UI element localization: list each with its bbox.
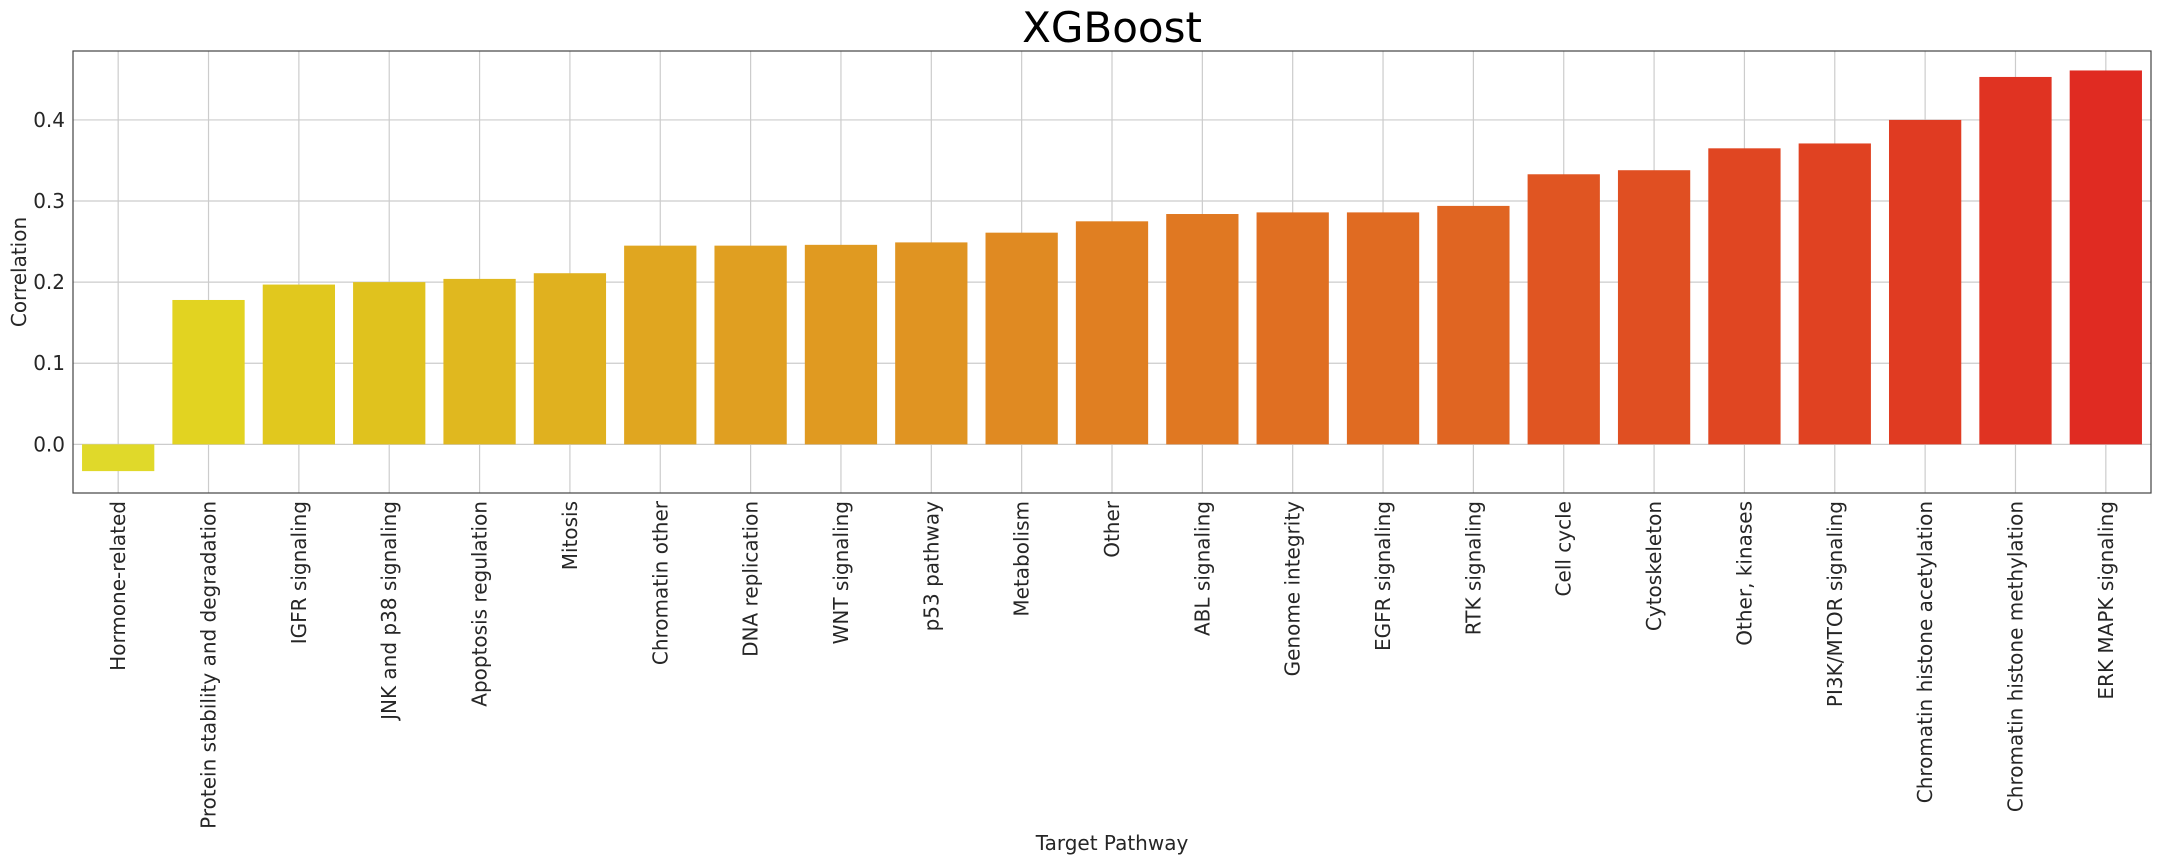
bar [1256, 212, 1329, 445]
x-tick-label: Mitosis [558, 501, 582, 570]
x-tick-label: Chromatin histone acetylation [1913, 501, 1937, 803]
y-tick-label: 0.1 [33, 351, 65, 375]
bar [804, 244, 878, 445]
x-tick-label: Metabolism [1010, 501, 1034, 617]
bar [1166, 214, 1239, 445]
y-tick-label: 0.4 [33, 108, 65, 132]
x-tick-label: ABL signaling [1190, 501, 1214, 636]
x-tick-label: DNA replication [739, 501, 763, 657]
x-tick-label: Cytoskeleton [1642, 501, 1666, 631]
bar [1708, 148, 1781, 445]
bar [2069, 70, 2142, 445]
y-tick-label: 0.2 [33, 270, 65, 294]
y-tick-label: 0.3 [33, 189, 65, 213]
bar [985, 232, 1058, 445]
x-axis-label: Target Pathway [1035, 831, 1189, 855]
bar [1617, 170, 1691, 445]
y-axis-label: Correlation [7, 217, 31, 327]
bar [533, 273, 607, 445]
bar [624, 245, 697, 445]
bar [262, 284, 336, 445]
x-tick-label: EGFR signaling [1371, 501, 1395, 651]
bar [353, 282, 426, 445]
bar [1437, 205, 1510, 445]
x-tick-label: p53 pathway [919, 501, 943, 632]
x-tick-label: Chromatin histone methylation [2003, 501, 2027, 812]
x-tick-label: Protein stability and degradation [197, 501, 221, 829]
y-tick-labels: 0.0 0.1 0.2 0.3 0.4 [33, 108, 65, 456]
x-tick-label: Chromatin other [648, 500, 672, 665]
bar [172, 299, 245, 445]
bar [1346, 212, 1420, 445]
x-tick-label: Other [1100, 500, 1124, 558]
chart-title: XGBoost [1022, 3, 1202, 52]
bar [1798, 143, 1871, 445]
bar [895, 242, 968, 445]
bar [82, 444, 155, 472]
bars [82, 70, 2142, 472]
bar [714, 245, 787, 445]
y-tick-label: 0.0 [33, 432, 65, 456]
bar [1979, 76, 2052, 445]
bar [1888, 119, 1962, 445]
bar [443, 278, 516, 445]
x-tick-label: JNK and p38 signaling [377, 501, 401, 722]
x-tick-label: PI3K/MTOR signaling [1823, 501, 1847, 707]
x-tick-label: IGFR signaling [287, 501, 311, 644]
x-tick-label: RTK signaling [1461, 501, 1485, 635]
bar [1075, 221, 1149, 445]
x-tick-label: Other, kinases [1732, 501, 1756, 646]
x-tick-label: ERK MAPK signaling [2094, 501, 2118, 700]
x-tick-label: Cell cycle [1552, 501, 1576, 596]
x-tick-label: Hormone-related [106, 501, 130, 671]
x-tick-label: Apoptosis regulation [468, 501, 492, 707]
plot-frame [72, 50, 2152, 494]
x-tick-labels: Hormone-related Protein stability and deg… [106, 500, 2118, 829]
bar [1527, 174, 1600, 445]
x-tick-label: WNT signaling [829, 501, 853, 644]
x-tick-label: Genome integrity [1281, 501, 1305, 677]
